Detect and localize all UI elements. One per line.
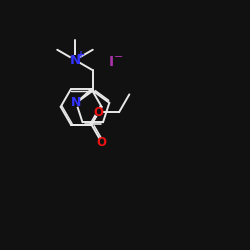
Circle shape [95, 109, 102, 116]
Circle shape [73, 99, 80, 106]
Text: O: O [97, 136, 107, 149]
Text: N: N [70, 54, 80, 66]
Circle shape [71, 56, 80, 64]
Text: −: − [114, 52, 123, 62]
Text: I: I [109, 56, 114, 70]
Text: O: O [94, 106, 104, 119]
Text: N: N [71, 96, 81, 109]
Text: +: + [77, 50, 85, 59]
Circle shape [98, 139, 105, 146]
